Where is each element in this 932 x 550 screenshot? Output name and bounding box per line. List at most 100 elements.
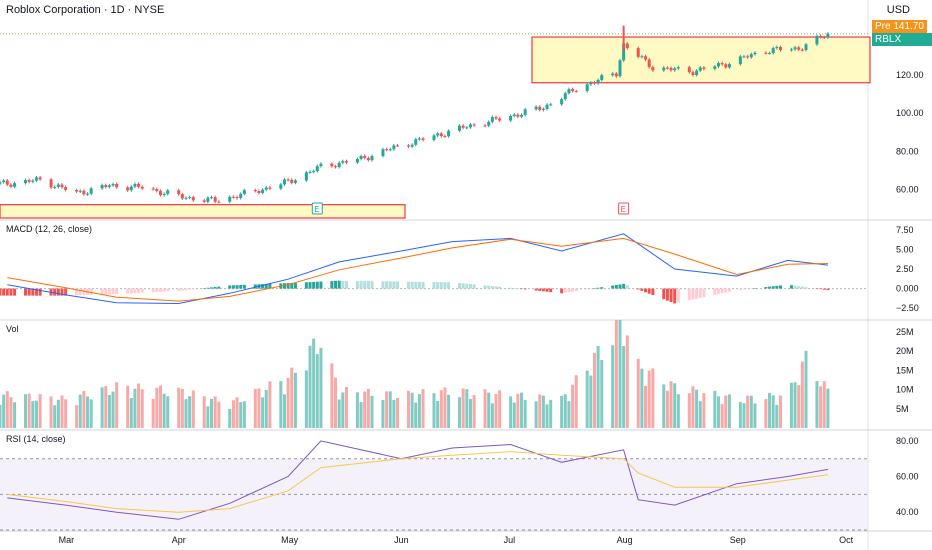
volume-bar bbox=[421, 389, 425, 428]
volume-bar bbox=[819, 386, 823, 428]
volume-bar bbox=[330, 363, 334, 428]
macd-histogram-bar bbox=[115, 288, 119, 295]
macd-histogram-bar bbox=[242, 284, 246, 289]
price-ytick-label: 60.00 bbox=[896, 184, 919, 194]
macd-histogram-bar bbox=[392, 281, 396, 289]
price-candle bbox=[509, 115, 513, 121]
volume-bar bbox=[392, 400, 396, 428]
price-candle bbox=[31, 180, 35, 182]
volume-bar bbox=[319, 347, 323, 428]
macd-histogram-bar bbox=[355, 280, 359, 289]
volume-bar bbox=[137, 383, 141, 428]
macd-histogram-bar bbox=[417, 281, 421, 289]
volume-bar bbox=[359, 402, 363, 428]
volume-bar bbox=[567, 401, 571, 428]
macd-histogram-bar bbox=[461, 283, 465, 289]
price-candle bbox=[330, 163, 334, 167]
macd-histogram-bar bbox=[13, 288, 17, 296]
volume-bar bbox=[151, 398, 155, 428]
volume-bar bbox=[724, 395, 728, 428]
macd-histogram-bar bbox=[468, 284, 472, 289]
volume-bar bbox=[180, 388, 184, 428]
volume-bar bbox=[826, 388, 830, 428]
price-candle bbox=[140, 186, 144, 189]
price-candle bbox=[483, 125, 487, 127]
macd-histogram-bar bbox=[611, 285, 615, 289]
price-candle bbox=[804, 44, 808, 50]
price-candle bbox=[563, 93, 567, 100]
macd-histogram-bar bbox=[789, 285, 793, 289]
macd-histogram-bar bbox=[793, 285, 797, 289]
price-candle bbox=[673, 68, 677, 71]
price-candle bbox=[410, 144, 414, 147]
currency-label[interactable]: USD bbox=[886, 4, 910, 16]
volume-bar bbox=[217, 401, 221, 428]
volume-bar bbox=[622, 345, 626, 428]
macd-histogram-bar bbox=[574, 288, 578, 292]
price-candle bbox=[304, 172, 308, 181]
macd-histogram-bar bbox=[520, 288, 524, 290]
volume-bar bbox=[82, 390, 86, 428]
price-candle bbox=[567, 89, 571, 94]
volume-bar bbox=[129, 397, 133, 428]
time-axis-label: Jun bbox=[394, 535, 409, 545]
volume-ytick-label: 25M bbox=[896, 327, 914, 337]
volume-bar bbox=[716, 396, 720, 428]
macd-histogram-bar bbox=[56, 288, 60, 296]
price-candle bbox=[472, 124, 476, 126]
price-candle bbox=[264, 187, 268, 190]
volume-bar bbox=[815, 381, 819, 428]
macd-histogram-bar bbox=[746, 288, 750, 290]
time-axis-label: Jul bbox=[504, 535, 516, 545]
price-candle bbox=[86, 193, 90, 195]
macd-histogram-bar bbox=[217, 286, 221, 289]
macd-histogram-bar bbox=[414, 281, 418, 289]
price-candle bbox=[89, 188, 93, 194]
volume-bar bbox=[468, 398, 472, 428]
macd-histogram-bar bbox=[9, 288, 13, 296]
price-candle bbox=[344, 161, 348, 163]
macd-histogram-bar bbox=[764, 287, 768, 289]
volume-bar bbox=[778, 395, 782, 428]
volume-bar bbox=[640, 368, 644, 428]
price-candle bbox=[596, 79, 600, 84]
volume-bar bbox=[111, 391, 115, 428]
rsi-ytick-label: 60.00 bbox=[896, 472, 919, 482]
volume-bar bbox=[24, 394, 28, 428]
price-candle bbox=[319, 163, 323, 167]
price-candle bbox=[749, 54, 753, 58]
earnings-event-label: E bbox=[621, 205, 626, 214]
macd-histogram-bar bbox=[5, 288, 9, 296]
volume-bar bbox=[253, 389, 257, 428]
volume-bar bbox=[334, 377, 338, 428]
price-candle bbox=[293, 180, 297, 183]
price-candle bbox=[698, 67, 702, 71]
volume-bar bbox=[571, 384, 575, 428]
time-axis-label: Apr bbox=[172, 535, 186, 545]
price-candle bbox=[53, 186, 57, 188]
macd-histogram-bar bbox=[53, 288, 57, 296]
volume-bar bbox=[184, 399, 188, 428]
price-candle bbox=[724, 64, 728, 68]
volume-ytick-label: 5M bbox=[896, 404, 909, 414]
macd-histogram-bar bbox=[330, 281, 334, 289]
macd-histogram-bar bbox=[312, 281, 316, 289]
macd-histogram-bar bbox=[151, 288, 155, 293]
macd-histogram-bar bbox=[133, 288, 137, 294]
volume-bar bbox=[560, 395, 564, 428]
macd-histogram-bar bbox=[315, 281, 319, 289]
macd-histogram-bar bbox=[89, 288, 93, 295]
macd-histogram-bar bbox=[111, 288, 115, 295]
price-candle bbox=[589, 82, 593, 85]
volume-bar bbox=[614, 319, 618, 428]
price-candle bbox=[771, 48, 775, 54]
price-candle bbox=[334, 166, 338, 168]
volume-bar bbox=[191, 390, 195, 428]
macd-histogram-bar bbox=[129, 288, 133, 294]
volume-bar bbox=[647, 370, 651, 428]
macd-histogram-bar bbox=[676, 288, 680, 303]
volume-bar bbox=[691, 386, 695, 428]
chart-title: Roblox Corporation · 1D · NYSE bbox=[6, 4, 165, 16]
time-axis-label: Sep bbox=[730, 535, 746, 545]
volume-bar bbox=[509, 396, 513, 428]
